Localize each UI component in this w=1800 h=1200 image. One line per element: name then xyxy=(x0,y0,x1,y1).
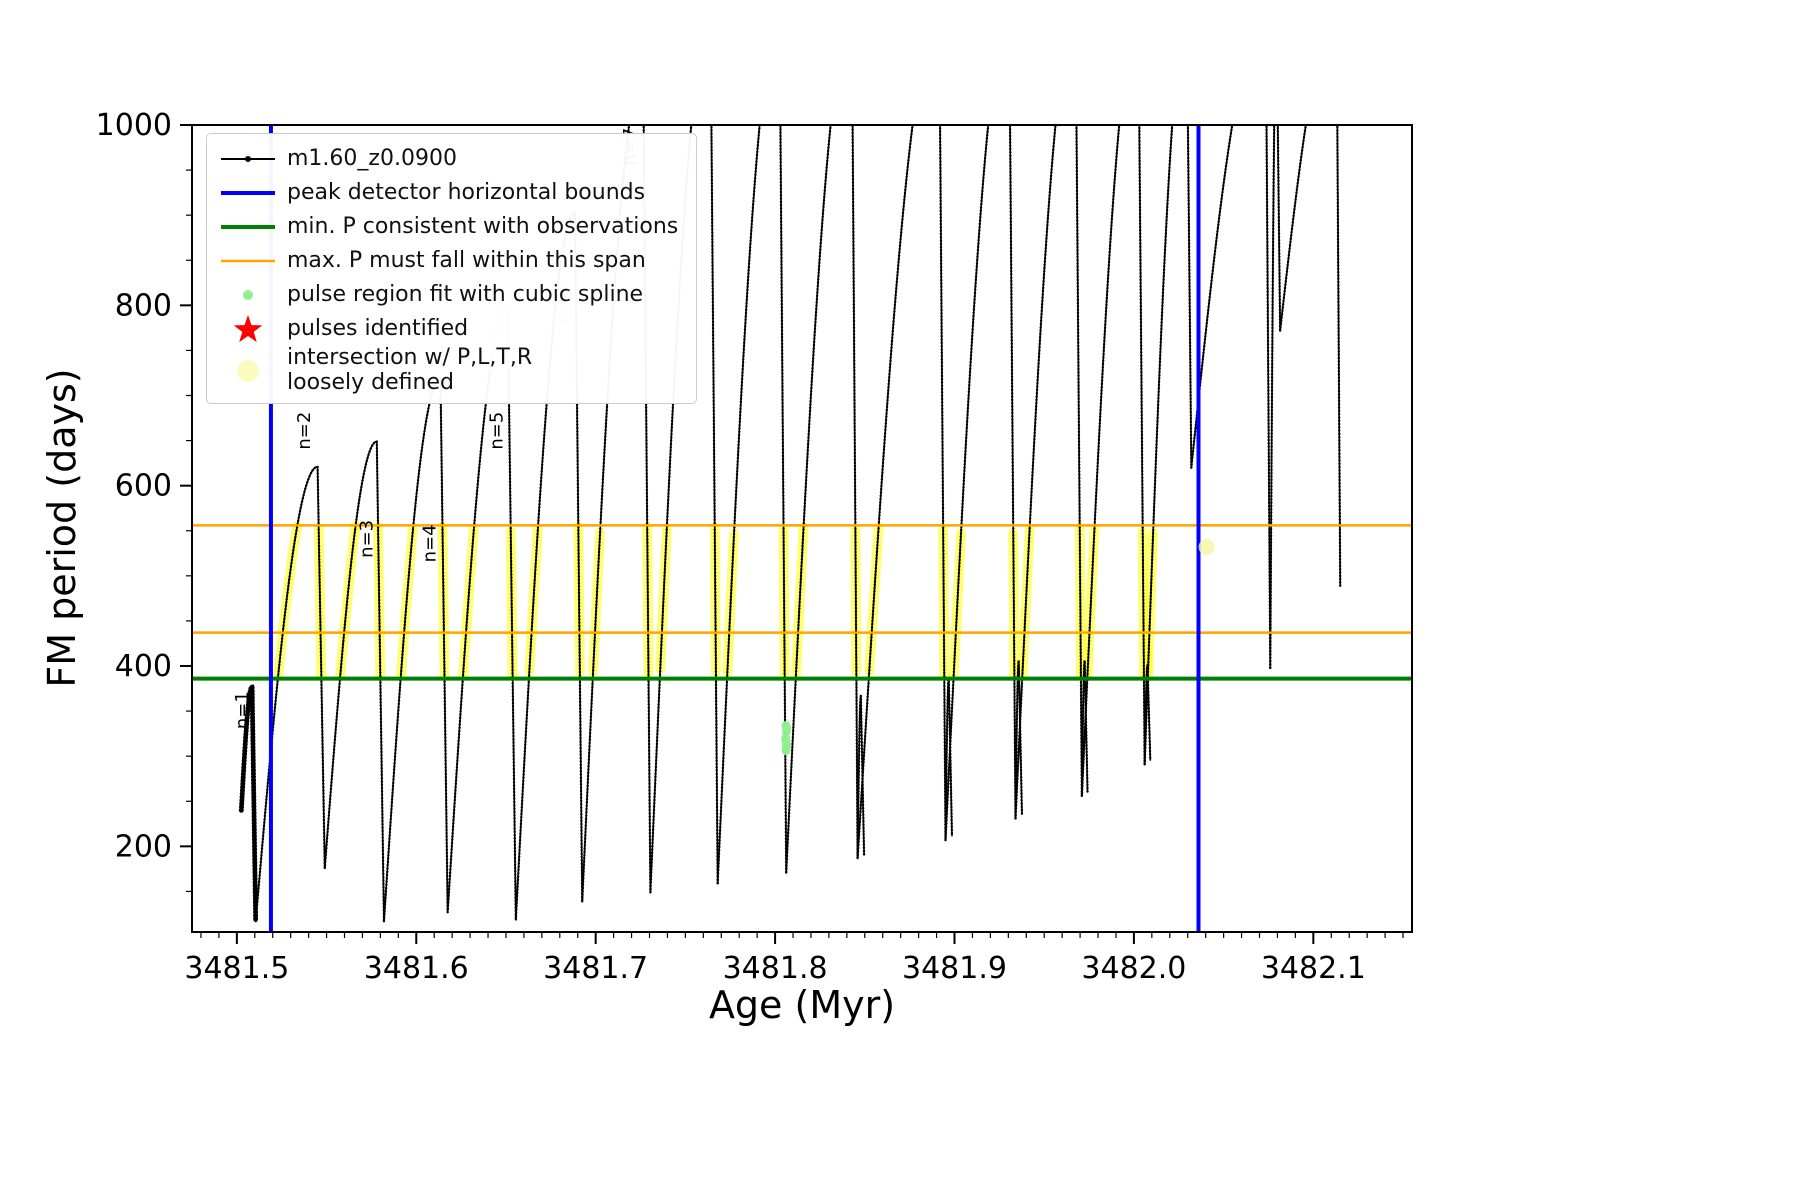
legend-label: peak detector horizontal bounds xyxy=(287,179,646,205)
axes: 3481.5 3481.6 3481.7 3481.8 3481.9 3482.0 3482… xyxy=(96,108,1413,986)
legend-item-4: pulse region fit with cubic spline xyxy=(217,278,678,312)
y-tick-label: 800 xyxy=(115,288,172,323)
legend-item-6: intersection w/ P,L,T,R loosely defined xyxy=(217,345,678,395)
loose-intersection-dot xyxy=(1198,538,1215,555)
legend-item-1: peak detector horizontal bounds xyxy=(217,176,678,210)
legend-label: pulses identified xyxy=(287,315,469,341)
legend-item-3: max. P must fall within this span xyxy=(217,244,678,278)
pulse-label-n4: n=4 xyxy=(420,524,441,562)
y-tick-label: 1000 xyxy=(96,108,172,143)
x-tick-label: 3481.9 xyxy=(902,951,1007,986)
y-axis-label: FM period (days) xyxy=(40,368,84,688)
x-tick-label: 3482.1 xyxy=(1261,951,1366,986)
blue-line-icon xyxy=(221,191,275,195)
y-tick-label: 600 xyxy=(115,469,172,504)
y-tick-label: 400 xyxy=(115,649,172,684)
x-tick-label: 3481.5 xyxy=(184,951,289,986)
red-star-icon xyxy=(233,315,263,343)
x-tick-label: 3481.8 xyxy=(723,951,828,986)
series-line-icon xyxy=(221,156,275,162)
pulse-label-n3: n=3 xyxy=(356,520,377,558)
x-tick-label: 3481.6 xyxy=(364,951,469,986)
green-line-icon xyxy=(221,225,275,229)
x-axis-label: Age (Myr) xyxy=(708,983,896,1027)
y-tick-label: 200 xyxy=(115,829,172,864)
green-dot-icon xyxy=(243,290,253,300)
legend-item-0: m1.60_z0.0900 xyxy=(217,142,678,176)
legend-label: min. P consistent with observations xyxy=(287,213,679,239)
orange-line-icon xyxy=(221,259,275,263)
legend-label: intersection w/ P,L,T,R loosely defined xyxy=(287,345,533,395)
x-tick-label: 3482.0 xyxy=(1081,951,1186,986)
legend-label: pulse region fit with cubic spline xyxy=(287,281,644,307)
yellow-dot-icon xyxy=(237,359,259,382)
pulse-region-spline-dots xyxy=(781,721,792,756)
pulse-label-n5: n=5 xyxy=(486,412,507,450)
pulse-label-n1: n=1 xyxy=(232,691,253,729)
legend-item-5: pulses identified xyxy=(217,312,678,346)
axes-frame xyxy=(191,124,1413,933)
legend-label: m1.60_z0.0900 xyxy=(287,145,457,171)
pulse-label-n2: n=2 xyxy=(294,412,315,450)
x-tick-label: 3481.7 xyxy=(543,951,648,986)
legend-item-2: min. P consistent with observations xyxy=(217,210,678,244)
legend-label: max. P must fall within this span xyxy=(287,247,646,273)
